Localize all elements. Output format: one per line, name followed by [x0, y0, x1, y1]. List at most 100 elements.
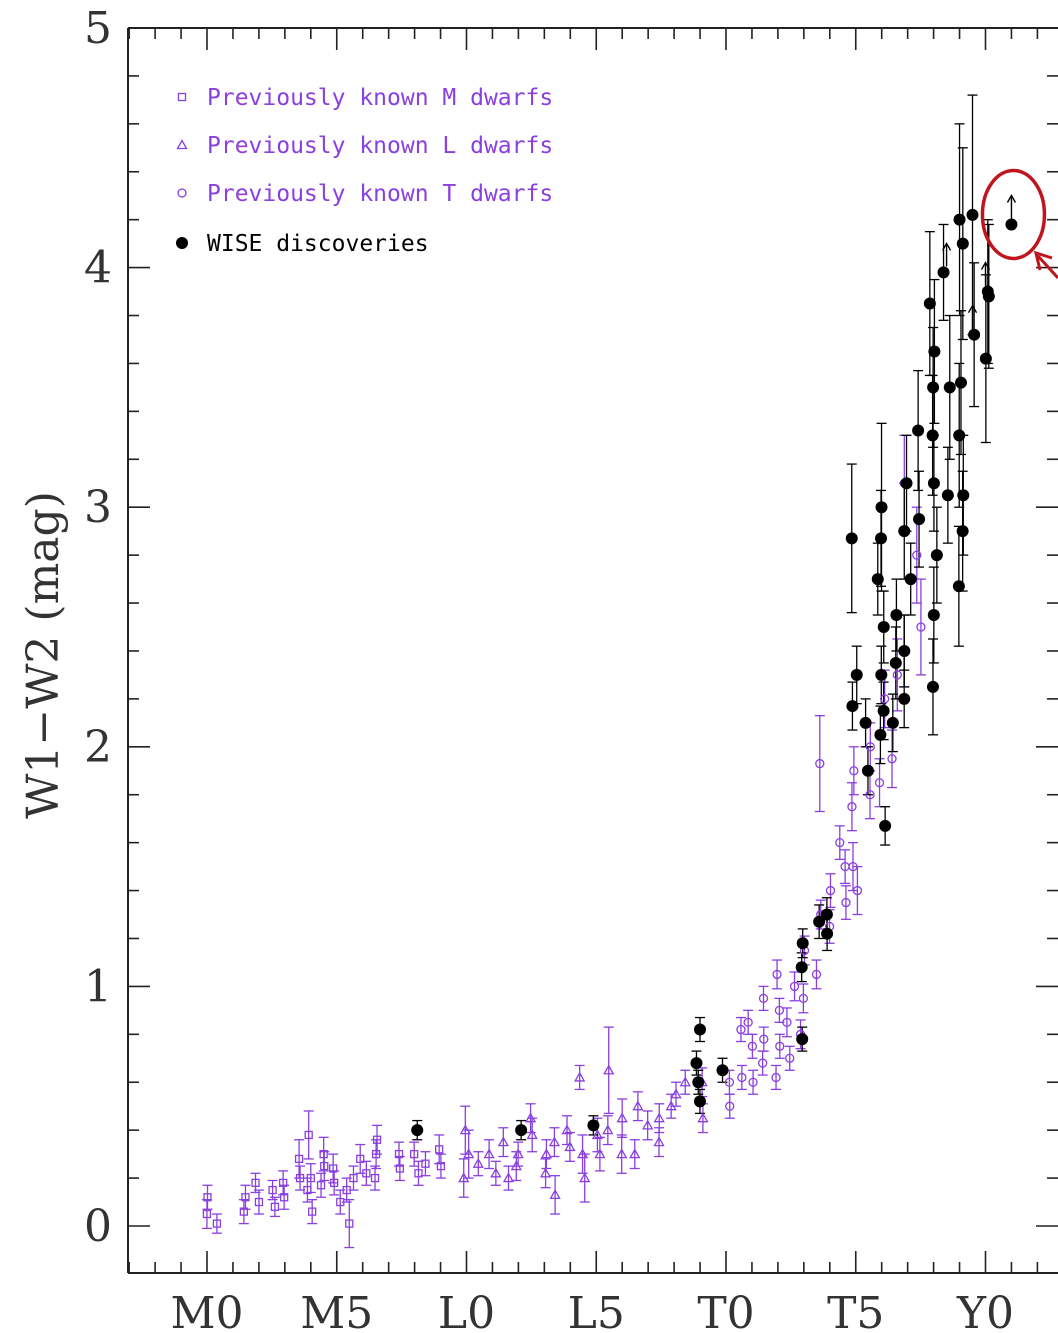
highlight-arrow [1036, 254, 1058, 280]
circle-marker [782, 1017, 792, 1027]
x-tick-label: L0 [438, 1288, 495, 1333]
filled-marker [912, 424, 925, 437]
square-marker [268, 1185, 277, 1195]
triangle-marker [497, 1136, 509, 1147]
filled-marker [875, 532, 888, 545]
filled-marker [875, 668, 888, 681]
filled-marker [515, 1124, 528, 1137]
triangle-marker [502, 1172, 515, 1183]
x-tick-label: M5 [300, 1288, 373, 1333]
square-marker [306, 1173, 315, 1183]
triangle-marker [616, 1112, 628, 1123]
circle-marker [737, 1072, 747, 1083]
square-marker [362, 1169, 371, 1178]
circle-marker [852, 885, 863, 896]
square-marker [316, 1181, 326, 1190]
triangle-marker [463, 1148, 475, 1159]
square-marker [372, 1135, 382, 1144]
y-tick-label: 4 [84, 243, 112, 294]
filled-marker [694, 1023, 707, 1036]
circle-marker [848, 861, 858, 872]
y-tick-label: 1 [84, 961, 112, 1012]
circle-marker [847, 802, 857, 812]
filled-marker [877, 621, 890, 633]
circle-marker [759, 1034, 769, 1044]
square-marker [414, 1169, 423, 1178]
circle-marker [789, 981, 800, 992]
filled-marker [956, 237, 969, 250]
circle-marker [785, 1053, 795, 1063]
filled-marker [898, 525, 911, 538]
highlight-annotation [980, 168, 1058, 280]
highlight-arrowhead [1033, 250, 1053, 271]
filled-marker [875, 501, 888, 514]
filled-marker [953, 429, 966, 442]
filled-marker [898, 644, 911, 657]
circle-marker [887, 754, 897, 764]
filled-marker [956, 525, 969, 538]
triangle-marker [679, 1076, 691, 1087]
triangle-marker [697, 1112, 709, 1123]
circle-marker [835, 837, 845, 848]
filled-marker [913, 513, 926, 526]
square-marker [270, 1202, 280, 1211]
square-marker [279, 1193, 289, 1202]
square-marker [330, 1178, 339, 1188]
y-tick-label: 0 [84, 1201, 112, 1252]
filled-marker [927, 609, 940, 622]
filled-marker [693, 1095, 706, 1108]
legend-marker [177, 92, 187, 102]
filled-marker [957, 489, 970, 502]
triangle-marker [602, 1124, 614, 1135]
square-marker [320, 1161, 329, 1171]
filled-marker [926, 680, 939, 693]
circle-marker [849, 766, 859, 776]
filled-marker [937, 266, 950, 279]
square-marker [435, 1145, 444, 1154]
square-marker [308, 1207, 317, 1216]
square-marker [421, 1159, 430, 1168]
legend-label: Previously known L dwarfs [207, 133, 553, 159]
square-marker [304, 1130, 313, 1140]
triangle-marker [629, 1148, 641, 1159]
triangle-marker [540, 1148, 553, 1159]
legend: Previously known M dwarfs Previously know… [176, 85, 553, 257]
circle-marker [772, 969, 782, 980]
highlight-ellipse [980, 168, 1047, 261]
x-tick-label: M0 [170, 1288, 243, 1333]
square-marker [203, 1193, 212, 1202]
circle-marker [725, 1101, 735, 1111]
circle-marker [724, 1077, 735, 1087]
square-marker [395, 1164, 405, 1173]
triangle-marker [616, 1148, 628, 1159]
filled-marker [716, 1064, 729, 1077]
square-marker [394, 1149, 404, 1159]
circle-marker [758, 993, 769, 1004]
filled-marker [845, 532, 858, 545]
error-bars [201, 94, 994, 1249]
filled-marker [861, 764, 874, 777]
circle-marker [880, 694, 890, 704]
filled-marker [879, 819, 892, 832]
x-tick-label: L5 [568, 1288, 625, 1333]
triangle-marker [458, 1172, 470, 1183]
circle-marker [798, 993, 809, 1004]
square-marker [241, 1193, 250, 1202]
filled-marker [889, 656, 902, 669]
filled-marker [923, 297, 936, 310]
filled-marker [871, 573, 884, 586]
triangle-marker [472, 1157, 484, 1168]
axis-ticks [128, 27, 1058, 1273]
triangle-marker [665, 1100, 677, 1111]
triangle-marker [539, 1167, 552, 1178]
filled-marker [926, 429, 939, 442]
square-marker [295, 1173, 305, 1183]
x-tick-label: T0 [697, 1288, 754, 1333]
filled-marker [904, 573, 917, 586]
plot-frame [127, 27, 1058, 1274]
square-marker [251, 1178, 260, 1188]
square-marker [410, 1149, 419, 1159]
triangle-marker [594, 1148, 606, 1159]
square-marker [370, 1173, 380, 1183]
